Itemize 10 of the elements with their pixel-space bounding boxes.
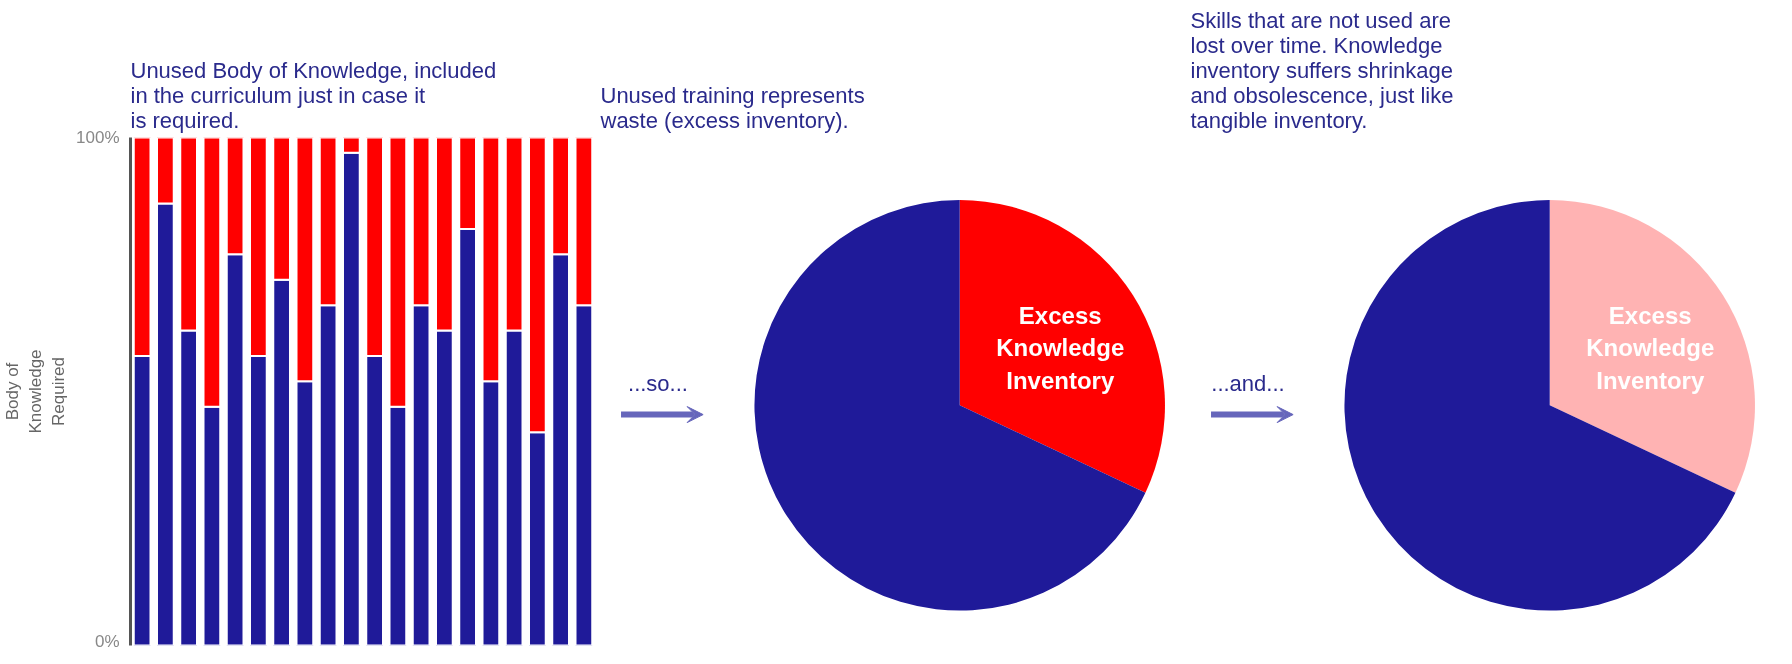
y-tick-label: 100% (76, 128, 120, 147)
y-axis-title: Body of Knowledge Required (3, 349, 69, 434)
text: ...and... (1211, 371, 1285, 397)
text: ...so... (628, 371, 688, 397)
slice-label: Excess Knowledge Inventory (1586, 302, 1715, 394)
chart-title: Unused training represents waste (excess inventory). (599, 82, 865, 133)
slice-label: Excess Knowledge Inventory (996, 302, 1125, 394)
y-tick-label: 0% (94, 631, 120, 651)
chart-title: Skills that are not used are lost over time. Knowledge inventory suffers shrinkage and obsolescence, just like tangible inventory. (1190, 7, 1454, 133)
chart-title: Unused Body of Knowledge, included in the curriculum just in case it is required. (130, 57, 497, 133)
